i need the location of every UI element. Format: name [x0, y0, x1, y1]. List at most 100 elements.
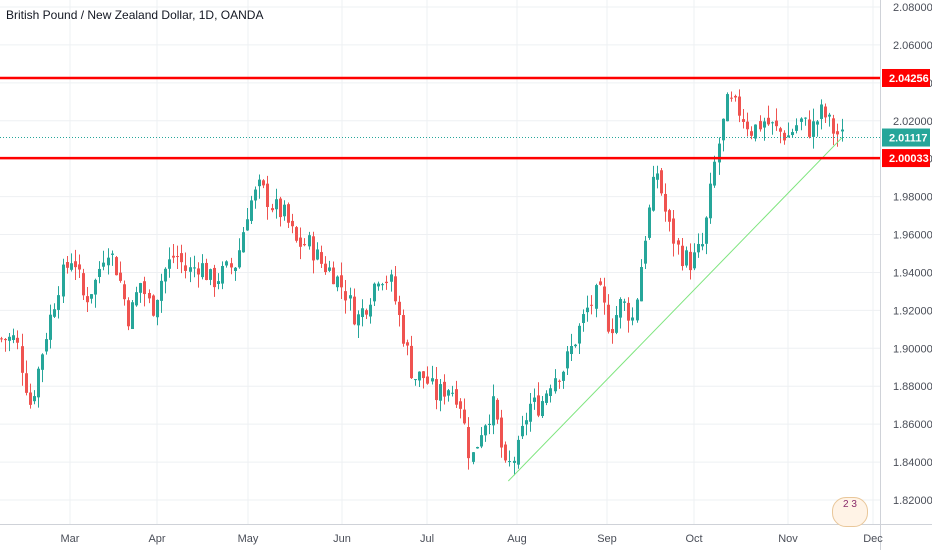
candle-up — [381, 284, 384, 286]
candle-up — [139, 283, 142, 293]
candle-up — [754, 124, 757, 139]
candle-down — [172, 255, 175, 258]
candle-up — [656, 173, 659, 180]
candle-up — [685, 250, 688, 266]
candle-down — [365, 310, 368, 315]
candle-up — [554, 378, 557, 392]
candle-down — [537, 395, 540, 416]
candle-up — [693, 252, 696, 269]
candle-down — [824, 106, 827, 118]
candle-down — [463, 409, 466, 424]
candle-down — [775, 120, 778, 127]
trendline[interactable] — [507, 137, 843, 482]
candle-up — [562, 371, 565, 381]
event-badge[interactable]: 2 3 — [832, 497, 868, 527]
candle-up — [98, 268, 101, 278]
candle-down — [176, 256, 179, 258]
candle-up — [193, 267, 196, 269]
candle-up — [586, 307, 589, 313]
x-tick-label: May — [238, 533, 259, 545]
candle-down — [734, 95, 737, 98]
candle-up — [791, 132, 794, 136]
candle-up — [640, 267, 643, 302]
candle-up — [258, 179, 261, 187]
candle-down — [119, 272, 122, 281]
candle-up — [283, 204, 286, 217]
candle-up — [275, 199, 278, 210]
y-tick-label: 2.02000 — [893, 116, 932, 128]
candle-up — [492, 396, 495, 426]
candle-up — [131, 302, 134, 330]
candle-down — [759, 121, 762, 130]
candle-up — [418, 371, 421, 381]
candle-up — [480, 435, 483, 447]
x-tick-label: Apr — [148, 533, 165, 545]
candle-up — [414, 379, 417, 381]
candle-down — [197, 268, 200, 275]
candle-down — [385, 281, 388, 284]
candle-down — [599, 281, 602, 285]
y-tick-label: 1.90000 — [893, 343, 932, 355]
candle-up — [316, 249, 319, 260]
candle-down — [660, 170, 663, 194]
candle-down — [205, 262, 208, 281]
plot-background — [0, 0, 880, 524]
candle-down — [558, 380, 561, 382]
candle-down — [291, 220, 294, 227]
candle-down — [4, 338, 7, 341]
candle-up — [41, 354, 44, 370]
candle-down — [422, 371, 425, 379]
candle-up — [525, 420, 528, 425]
candle-up — [828, 114, 831, 117]
candle-up — [574, 344, 577, 347]
candle-up — [246, 219, 249, 231]
candle-up — [705, 217, 708, 244]
candle-up — [771, 122, 774, 124]
candle-up — [644, 240, 647, 264]
candle-up — [648, 207, 651, 238]
candle-up — [484, 425, 487, 436]
candle-up — [135, 292, 138, 306]
candle-up — [476, 446, 479, 449]
candle-up — [541, 401, 544, 417]
x-tick-label: Jun — [333, 533, 351, 545]
candle-down — [607, 304, 610, 332]
candle-down — [324, 263, 327, 273]
candle-up — [582, 314, 585, 324]
y-tick-label: 1.98000 — [893, 192, 932, 204]
candle-up — [217, 281, 220, 285]
candle-down — [672, 218, 675, 244]
x-tick-label: Aug — [507, 533, 527, 545]
x-tick-label: Sep — [597, 533, 617, 545]
y-tick-label: 2.08000 — [893, 2, 932, 14]
candle-down — [230, 263, 233, 268]
candle-up — [513, 460, 516, 463]
candle-down — [21, 346, 24, 373]
candle-down — [664, 193, 667, 212]
candle-up — [619, 299, 622, 318]
candle-down — [312, 236, 315, 261]
candle-up — [49, 314, 52, 340]
y-tick-label: 1.88000 — [893, 381, 932, 393]
candle-up — [160, 280, 163, 301]
candle-up — [308, 235, 311, 247]
candle-up — [328, 267, 331, 271]
candle-up — [722, 118, 725, 141]
candle-down — [681, 245, 684, 267]
candle-down — [266, 183, 269, 207]
level-price-label-bg — [882, 149, 930, 168]
x-tick-label: Mar — [61, 533, 80, 545]
x-tick-label: Nov — [778, 533, 798, 545]
candle-down — [455, 389, 458, 405]
candle-up — [701, 244, 704, 247]
candle-up — [631, 317, 634, 321]
candle-down — [279, 198, 282, 218]
y-tick-label: 1.92000 — [893, 305, 932, 317]
candle-up — [820, 104, 823, 119]
candle-down — [66, 262, 69, 268]
y-tick-label: 1.94000 — [893, 267, 932, 279]
candle-up — [566, 351, 569, 369]
candle-up — [439, 384, 442, 401]
